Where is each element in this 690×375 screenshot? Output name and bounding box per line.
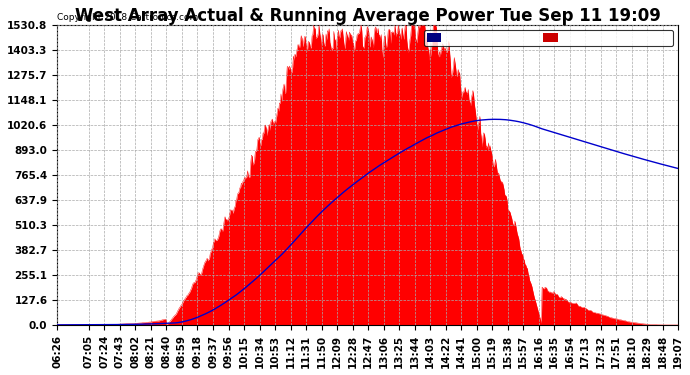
Legend: Average (DC Watts), West Array (DC Watts): Average (DC Watts), West Array (DC Watts… <box>424 30 673 46</box>
Text: Copyright 2018 Cartronics.com: Copyright 2018 Cartronics.com <box>57 13 199 22</box>
Title: West Array Actual & Running Average Power Tue Sep 11 19:09: West Array Actual & Running Average Powe… <box>75 7 660 25</box>
